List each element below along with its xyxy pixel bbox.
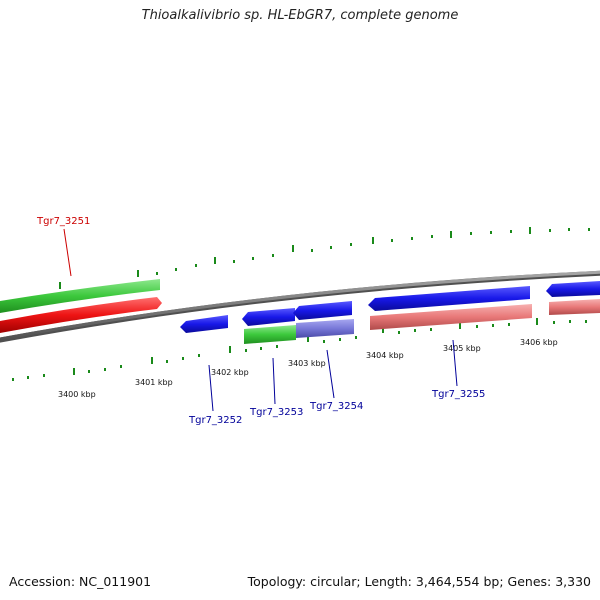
- inner-tick-ring: [12, 318, 587, 381]
- pink-feature-2[interactable]: [549, 299, 600, 315]
- kbp-labels: 3400 kbp 3401 kbp 3402 kbp 3403 kbp 3404…: [58, 338, 558, 399]
- gene-tgr7-3254[interactable]: [293, 301, 352, 320]
- label-leaders: [63, 228, 458, 412]
- gene-next-blue[interactable]: [546, 281, 600, 297]
- genome-summary-text: Topology: circular; Length: 3,464,554 bp…: [247, 574, 591, 589]
- gene-tgr7-3253[interactable]: [242, 308, 295, 326]
- gene-label-tgr7-3252[interactable]: Tgr7_3252: [188, 415, 242, 426]
- purple-feature[interactable]: [296, 319, 354, 338]
- accession-text: Accession: NC_011901: [9, 574, 152, 589]
- green-feature-reverse[interactable]: [244, 325, 296, 344]
- gene-tgr7-3251[interactable]: [0, 297, 162, 333]
- gene-label-tgr7-3251[interactable]: Tgr7_3251: [36, 216, 90, 227]
- kbp-label-3402: 3402 kbp: [211, 368, 249, 377]
- kbp-label-3403: 3403 kbp: [288, 359, 326, 368]
- gene-label-tgr7-3253[interactable]: Tgr7_3253: [249, 407, 303, 418]
- kbp-label-3401: 3401 kbp: [135, 378, 173, 387]
- kbp-label-3406: 3406 kbp: [520, 338, 558, 347]
- kbp-label-3405: 3405 kbp: [443, 344, 481, 353]
- green-feature-forward[interactable]: [0, 279, 160, 313]
- gene-label-tgr7-3255[interactable]: Tgr7_3255: [431, 389, 485, 400]
- pink-feature-1[interactable]: [370, 304, 532, 330]
- gene-tgr7-3252[interactable]: [180, 315, 228, 333]
- genome-title: Thioalkalivibrio sp. HL-EbGR7, complete …: [141, 8, 459, 23]
- gene-label-tgr7-3254[interactable]: Tgr7_3254: [309, 401, 363, 412]
- kbp-label-3400: 3400 kbp: [58, 390, 96, 399]
- gene-tgr7-3255[interactable]: [368, 286, 530, 311]
- kbp-label-3404: 3404 kbp: [366, 351, 404, 360]
